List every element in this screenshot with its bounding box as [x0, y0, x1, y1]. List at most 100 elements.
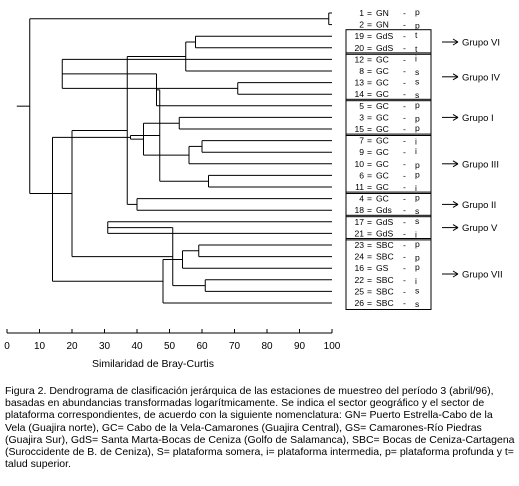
station-id: 12: [354, 54, 364, 64]
separator: -: [403, 194, 406, 204]
equals-sign: =: [367, 252, 372, 262]
tick-label: 10: [34, 341, 46, 352]
equals-sign: =: [367, 112, 372, 122]
equals-sign: =: [367, 240, 372, 250]
leaf-label: 7 = GC - i: [359, 136, 417, 147]
station-id: 6: [359, 170, 364, 180]
platform-zone: s: [415, 285, 419, 295]
station-id: 26: [354, 298, 364, 308]
separator: -: [403, 89, 406, 99]
separator: -: [403, 182, 406, 192]
station-id: 2: [359, 20, 364, 30]
separator: -: [403, 217, 406, 227]
group-label: Grupo VI: [462, 38, 500, 49]
separator: -: [403, 286, 406, 296]
arrow-head-icon: [452, 38, 459, 46]
sector-code: GdS: [376, 43, 393, 53]
group-box: [345, 191, 432, 218]
separator: -: [403, 54, 406, 64]
leaf-label: 26 = SBC - s: [354, 298, 419, 309]
platform-zone: i: [415, 276, 417, 286]
leaf-label: 17 = GdS - s: [354, 216, 419, 227]
group-label: Grupo VII: [462, 270, 503, 281]
sector-code: GdS: [376, 228, 393, 238]
separator: -: [403, 170, 406, 180]
platform-zone: p: [415, 239, 420, 249]
sector-code: SBC: [376, 252, 394, 262]
sector-code: GdS: [376, 217, 393, 227]
sector-code: GS: [376, 263, 389, 273]
x-axis: 0 10 20 30 40 50 60 70 80 90 100: [4, 329, 341, 352]
tick-label: 20: [66, 341, 78, 352]
separator: -: [403, 240, 406, 250]
leaf-label: 4 = GC - p: [359, 193, 420, 204]
station-id: 1: [359, 8, 364, 18]
sector-code: GC: [376, 78, 389, 88]
separator: -: [403, 101, 406, 111]
platform-zone: p: [415, 113, 420, 123]
group-box: [345, 238, 432, 310]
station-id: 15: [354, 124, 364, 134]
platform-zone: p: [415, 262, 420, 272]
group-box: [345, 133, 432, 195]
station-id: 19: [354, 31, 364, 41]
tick-label: 0: [4, 341, 10, 352]
platform-zone: s: [415, 90, 419, 100]
platform-zone: s: [415, 216, 419, 226]
group-label: Grupo II: [462, 200, 496, 211]
group-box: [345, 52, 432, 102]
axis-title: Similaridad de Bray-Curtis: [92, 358, 214, 370]
leaf-label: 22 = SBC - i: [354, 275, 417, 286]
station-id: 20: [354, 43, 364, 53]
platform-zone: p: [415, 7, 420, 17]
leaf-label: 12 = GC - i: [354, 53, 417, 64]
group-box: [345, 214, 432, 241]
sector-code: GC: [376, 194, 389, 204]
leaf-label: 21 = GdS - i: [354, 228, 417, 239]
group-label: Grupo III: [462, 159, 499, 170]
leaf-label: 16 = GS - p: [354, 262, 420, 273]
separator: -: [403, 205, 406, 215]
equals-sign: =: [367, 182, 372, 192]
equals-sign: =: [367, 89, 372, 99]
equals-sign: =: [367, 159, 372, 169]
separator: -: [403, 275, 406, 285]
equals-sign: =: [367, 43, 372, 53]
platform-zone: i: [415, 183, 417, 193]
sector-code: GC: [376, 66, 389, 76]
station-id: 7: [359, 136, 364, 146]
equals-sign: =: [367, 194, 372, 204]
sector-code: SBC: [376, 240, 394, 250]
station-id: 13: [354, 78, 364, 88]
arrow-head-icon: [452, 73, 459, 81]
platform-zone: i: [415, 53, 417, 63]
platform-zone: i: [415, 146, 417, 156]
equals-sign: =: [367, 20, 372, 30]
station-id: 16: [354, 263, 364, 273]
leaf-label: 20 = GdS - t: [354, 43, 418, 54]
equals-sign: =: [367, 101, 372, 111]
sector-code: GC: [376, 136, 389, 146]
tick-label: 60: [196, 341, 208, 352]
separator: -: [403, 228, 406, 238]
separator: -: [403, 20, 406, 30]
platform-zone: s: [415, 299, 419, 309]
station-id: 23: [354, 240, 364, 250]
leaf-label: 1 = GN - p: [359, 7, 420, 18]
leaf-label: 25 = SBC - s: [354, 285, 419, 296]
platform-zone: p: [415, 160, 420, 170]
separator: -: [403, 263, 406, 273]
station-id: 17: [354, 217, 364, 227]
tick-label: 30: [99, 341, 111, 352]
leaf-label: 2 = GN - p: [359, 20, 420, 31]
equals-sign: =: [367, 31, 372, 41]
separator: -: [403, 112, 406, 122]
leaf-label: 5 = GC - p: [359, 100, 420, 111]
separator: -: [403, 78, 406, 88]
tick-label: 100: [324, 341, 341, 352]
equals-sign: =: [367, 8, 372, 18]
leaf-label: 13 = GC - s: [354, 77, 419, 88]
separator: -: [403, 31, 406, 41]
platform-zone: p: [415, 169, 420, 179]
